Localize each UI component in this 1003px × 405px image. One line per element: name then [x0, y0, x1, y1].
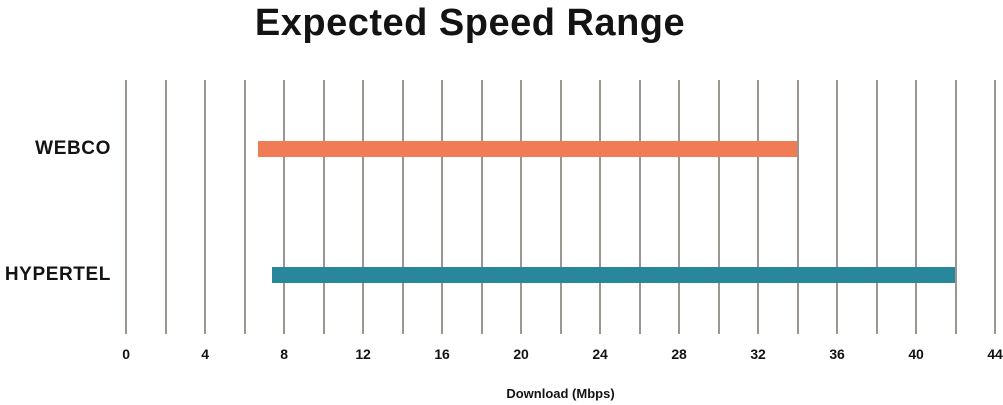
category-label-webco: WEBCO — [35, 138, 111, 160]
gridline — [243, 80, 246, 334]
x-tick-label: 32 — [750, 346, 766, 362]
x-tick-label: 28 — [671, 346, 687, 362]
gridline — [796, 80, 799, 334]
gridline — [836, 80, 838, 334]
gridline — [441, 80, 443, 334]
gridline — [125, 80, 127, 334]
x-tick-label: 24 — [592, 346, 608, 362]
category-label-hypertel: HYPERTEL — [4, 264, 111, 286]
x-tick-label: 12 — [355, 346, 371, 362]
gridline — [678, 80, 680, 334]
gridline — [283, 80, 285, 334]
x-tick-label: 8 — [280, 346, 288, 362]
gridline — [164, 80, 167, 334]
range-bar-webco — [258, 141, 798, 158]
x-tick-label: 0 — [122, 346, 130, 362]
gridline — [322, 80, 325, 334]
gridline — [638, 80, 641, 334]
gridline — [915, 80, 917, 334]
x-tick-label: 40 — [908, 346, 924, 362]
x-tick-label: 16 — [434, 346, 450, 362]
x-axis-label: Download (Mbps) — [506, 386, 615, 401]
gridline — [401, 80, 404, 334]
gridline — [362, 80, 364, 334]
gridline — [875, 80, 878, 334]
gridline — [954, 80, 957, 334]
x-tick-label: 4 — [201, 346, 209, 362]
x-tick-label: 20 — [513, 346, 529, 362]
gridline — [480, 80, 483, 334]
gridline — [520, 80, 522, 334]
x-tick-label: 44 — [987, 346, 1003, 362]
gridline — [717, 80, 720, 334]
gridline — [559, 80, 562, 334]
gridline — [204, 80, 206, 334]
x-tick-label: 36 — [829, 346, 845, 362]
gridline — [994, 80, 996, 334]
gridline — [599, 80, 601, 334]
range-bar-hypertel — [272, 267, 956, 284]
gridline — [757, 80, 759, 334]
chart-title: Expected Speed Range — [254, 2, 686, 44]
